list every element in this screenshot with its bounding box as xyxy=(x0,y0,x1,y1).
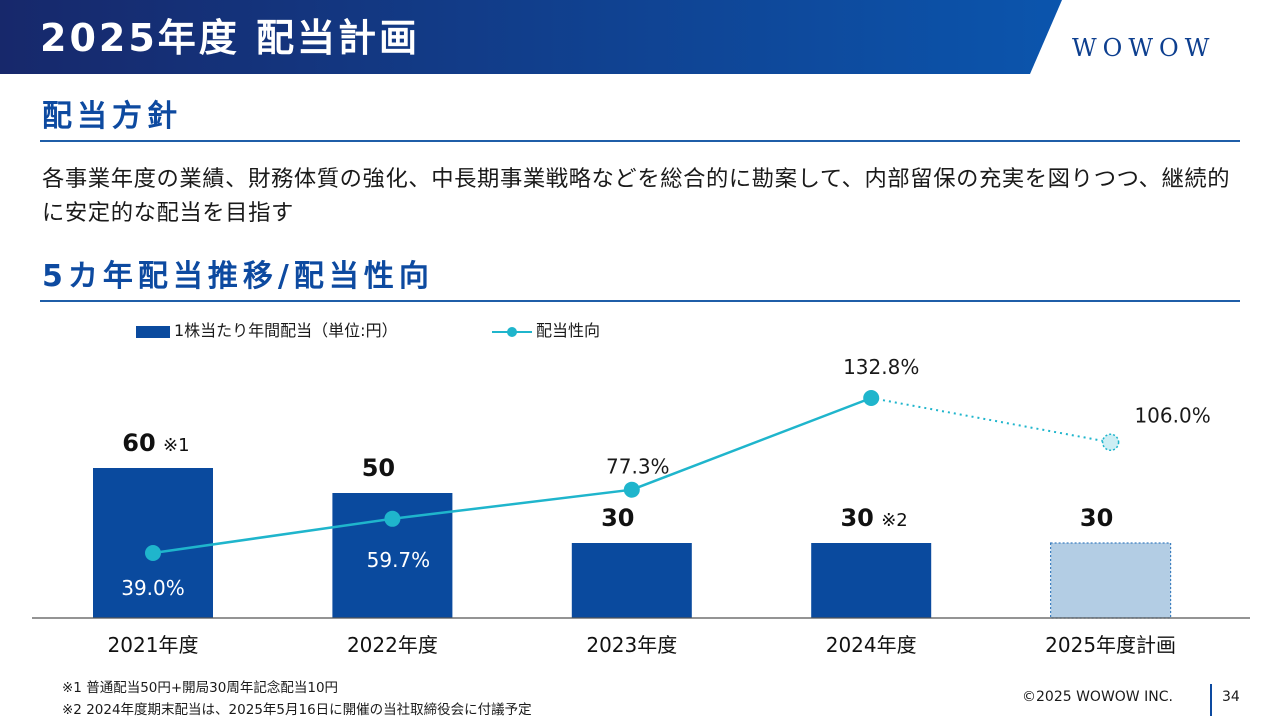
payout-ratio-label: 132.8% xyxy=(843,355,919,379)
policy-heading: 配当方針 xyxy=(42,99,182,134)
copyright-text: ©2025 WOWOW INC. xyxy=(1022,689,1173,705)
legend-dividend: 1株当たり年間配当（単位:円） xyxy=(136,318,398,344)
payout-ratio-point xyxy=(863,390,880,406)
payout-ratio-label: 77.3% xyxy=(606,455,670,479)
payout-ratio-label: 39.0% xyxy=(121,576,185,600)
page-title: 2025年度 配当計画 xyxy=(40,16,420,60)
category-label: 2025年度計画 xyxy=(1045,633,1176,657)
payout-ratio-line xyxy=(152,396,872,555)
payout-ratio-point-planned xyxy=(1101,433,1120,452)
payout-ratio-point xyxy=(145,545,161,561)
dividend-value-label: 30 xyxy=(1080,504,1113,532)
payout-ratio-label: 106.0% xyxy=(1134,403,1210,427)
legend-dividend-label: 1株当たり年間配当（単位:円） xyxy=(174,321,398,340)
category-label: 2021年度 xyxy=(108,633,199,657)
dividend-value-label: 30 xyxy=(601,504,634,532)
payout-ratio-point xyxy=(623,481,640,498)
trend-heading: 5カ年配当推移/配当性向 xyxy=(42,259,434,294)
category-label: 2023年度 xyxy=(586,633,677,657)
policy-text: 各事業年度の業績、財務体質の強化、中長期事業戦略などを総合的に勘案して、内部留保… xyxy=(42,166,1231,226)
payout-ratio-label: 59.7% xyxy=(367,548,431,572)
dividend-bar xyxy=(571,543,692,618)
page-number-divider xyxy=(1210,684,1212,716)
footnote-1: ※1 普通配当50円+開局30周年記念配当10円 xyxy=(62,680,339,696)
page-number: 34 xyxy=(1222,689,1240,705)
footnote-2: ※2 2024年度期末配当は、2025年5月16日に開催の当社取締役会に付議予定 xyxy=(62,702,532,718)
legend-line-swatch xyxy=(492,325,532,339)
dividend-chart: 60 ※1 50 30 30 ※2 30 39.0% 59.7% 77.3% 132.8% 106.0… xyxy=(32,355,1250,657)
policy-heading-rule xyxy=(40,140,1240,142)
dividend-value-label: 50 xyxy=(362,454,395,482)
legend-payout-label: 配当性向 xyxy=(536,321,601,340)
dividend-footnote-mark: ※2 xyxy=(881,510,908,531)
dividend-bar-planned xyxy=(1049,542,1172,619)
legend-bar-swatch xyxy=(136,325,170,338)
dividend-footnote-mark: ※1 xyxy=(163,435,190,456)
dividend-value-label: 30 xyxy=(840,504,873,532)
header-band-shape xyxy=(0,0,1062,74)
header-band: 2025年度 配当計画 WOWOW xyxy=(0,0,1280,74)
trend-heading-rule xyxy=(40,300,1240,302)
legend-payout: 配当性向 xyxy=(492,318,600,344)
dividend-bar xyxy=(93,468,213,618)
category-label: 2022年度 xyxy=(347,633,438,657)
category-label: 2024年度 xyxy=(826,633,917,657)
payout-ratio-line-planned xyxy=(871,397,1111,444)
wowow-logo: WOWOW xyxy=(1072,34,1216,62)
dividend-value-label: 60 xyxy=(122,429,155,457)
payout-ratio-point xyxy=(384,510,401,527)
dividend-bar xyxy=(811,543,932,618)
